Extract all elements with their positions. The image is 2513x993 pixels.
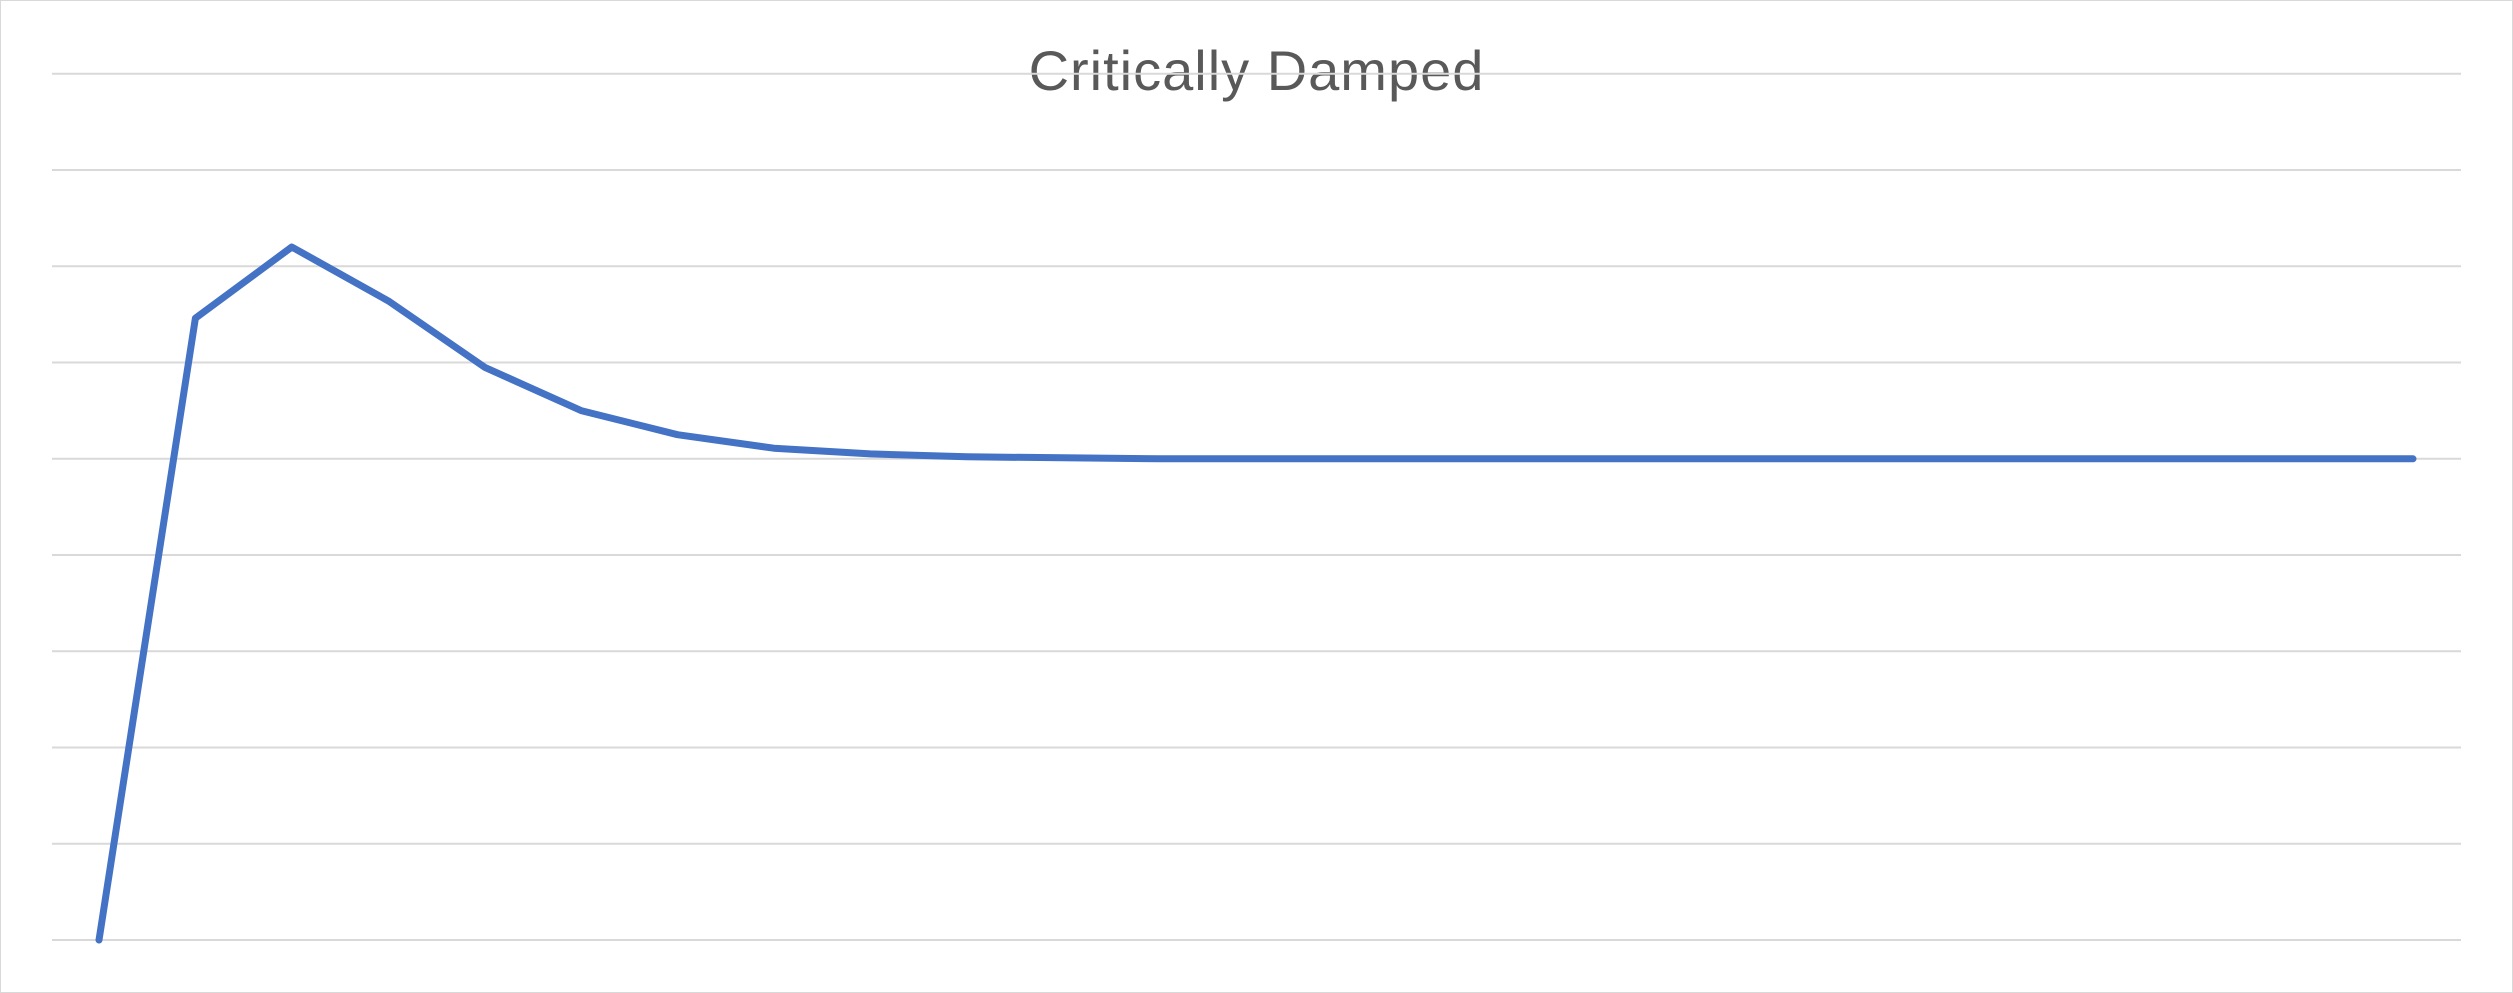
gridlines <box>52 72 2461 941</box>
series-layer <box>95 243 2417 944</box>
series-line <box>95 243 2417 944</box>
chart-title: Critically Damped <box>1028 39 1485 102</box>
